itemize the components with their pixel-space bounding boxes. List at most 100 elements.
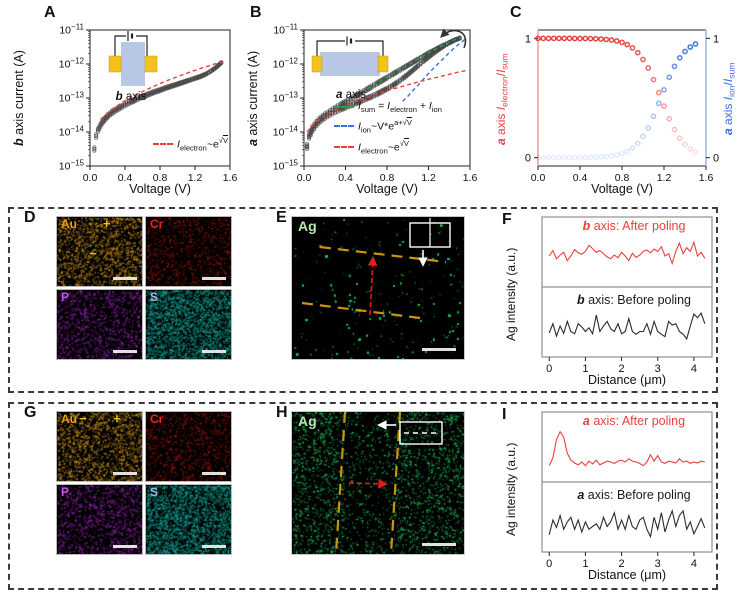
p-label: P [61, 290, 70, 304]
blue-dashed-line-sample [334, 125, 354, 128]
x-tick-label: 0.0 [83, 172, 98, 184]
ion-fraction-point [645, 125, 652, 131]
plus-electrode-mark: + [102, 216, 111, 231]
data-point [305, 145, 310, 150]
x-tick-label: 1.2 [657, 172, 672, 184]
data-point [397, 79, 403, 84]
cr-label: Cr [150, 217, 164, 231]
intensity-trace [548, 240, 706, 266]
electron-fraction-point [682, 141, 688, 148]
scale-bar [422, 543, 456, 546]
s-map-canvas [146, 485, 231, 554]
x-tick-label: 0.4 [338, 172, 353, 184]
ag-map-canvas-h [292, 412, 464, 554]
a-axis-poling-box: G Au − + Cr P S [8, 402, 718, 590]
intensity-trace [548, 509, 706, 539]
s-label: S [150, 485, 159, 499]
ion-fraction-point [671, 63, 678, 70]
electrode-right [377, 55, 389, 73]
electron-fraction-point [556, 35, 562, 42]
x-tick-label: 0.4 [573, 172, 588, 184]
scale-bar [113, 545, 137, 548]
fit-line [306, 69, 469, 133]
ion-fraction-point [592, 154, 599, 161]
electrode-right [144, 55, 158, 73]
x-tick-label: 1.2 [421, 172, 436, 184]
y-tick-label: 10−13 [59, 91, 85, 105]
panel-a-inset-label: b axis [115, 91, 147, 103]
s-map-canvas [146, 290, 231, 359]
electron-fraction-point [692, 149, 699, 155]
crystal-a-axis [320, 52, 380, 76]
ion-fraction-point [556, 154, 562, 161]
ion-fraction-point [545, 154, 552, 161]
data-point [135, 97, 140, 102]
x-tick-label: 0 [546, 363, 552, 375]
electrode-edge-guide-top [319, 245, 447, 264]
eds-map-au: Au + − [56, 216, 143, 287]
b-axis-poling-box: D Au + − Cr P S [8, 207, 718, 393]
data-point [126, 100, 131, 105]
fit-line [360, 36, 462, 94]
electron-fraction-point [676, 135, 683, 142]
s-label: S [150, 290, 159, 304]
panel-b-inset-label: a axis [335, 89, 367, 101]
ion-fraction-point [535, 154, 541, 161]
before-poling-label: b axis: Before poling [577, 293, 691, 307]
ion-fraction-point [577, 154, 583, 161]
electron-fraction-point [577, 35, 583, 42]
after-poling-label: b axis: After poling [582, 219, 686, 233]
data-point [314, 122, 319, 127]
scale-bar [422, 348, 456, 351]
ion-fraction-point [634, 140, 641, 147]
panel-b-inset-device: a axis [304, 36, 398, 101]
ion-fraction-point [613, 152, 620, 158]
y-tick-label: 1 [713, 33, 719, 45]
x-tick-label: 1 [582, 363, 588, 375]
ion-fraction-point [629, 145, 636, 151]
electron-fraction-point [550, 35, 557, 42]
x-tick-label: 4 [691, 558, 697, 570]
y-tick-label: 10−12 [59, 57, 85, 71]
x-tick-label: 1.2 [188, 172, 203, 184]
eds-map-cr: Cr [145, 216, 232, 287]
au-label: Au [61, 217, 77, 231]
ion-fraction-point [550, 154, 557, 161]
data-point [395, 81, 400, 86]
y-tick-label: 10−15 [273, 159, 299, 173]
electron-fraction-point [645, 65, 652, 71]
ion-fraction-point [676, 54, 683, 61]
ion-fraction-point [608, 153, 615, 159]
scale-bar [202, 472, 226, 475]
panel-f-chart: 0 1 2 3 4 [541, 216, 713, 375]
y-tick-label: 10−15 [59, 159, 85, 173]
x-tick-label: 0.8 [153, 172, 168, 184]
ion-fraction-point [619, 150, 625, 157]
data-point [416, 64, 421, 69]
panel-h-ag-map: Ag [291, 411, 465, 555]
intensity-trace [548, 311, 706, 341]
y-tick-label: 10−13 [273, 91, 299, 105]
sweep-direction-arrow [440, 28, 467, 49]
b-axis-device-schematic [108, 31, 158, 86]
panel-b-label: B [250, 4, 262, 21]
data-point [94, 135, 99, 140]
y-tick-label: 10−11 [59, 23, 84, 37]
red-dashed-line-sample [334, 145, 354, 148]
eds-map-cr: Cr [145, 411, 232, 482]
panel-a-ylabel: b axis current (A) [12, 50, 26, 146]
panel-c-label: C [510, 4, 522, 21]
y-tick-label: 10−12 [273, 57, 299, 71]
data-point [395, 79, 400, 84]
scale-bar [113, 472, 137, 475]
cr-label: Cr [150, 412, 164, 426]
electron-fraction-point [603, 36, 610, 43]
data-point [124, 103, 129, 108]
electron-fraction-point [624, 41, 631, 48]
panel-d-label: D [24, 209, 36, 226]
data-point [92, 148, 97, 153]
au-map-canvas [57, 217, 142, 286]
panel-h-label: H [276, 404, 288, 421]
